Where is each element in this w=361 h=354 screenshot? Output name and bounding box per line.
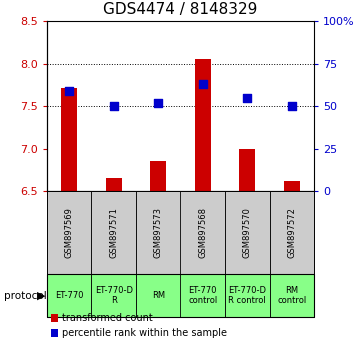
- Bar: [270, 274, 314, 317]
- Text: RM
control: RM control: [277, 286, 306, 305]
- Text: ET-770
control: ET-770 control: [188, 286, 217, 305]
- Bar: [106, 178, 122, 191]
- Bar: [91, 274, 136, 317]
- Title: GDS4474 / 8148329: GDS4474 / 8148329: [103, 2, 258, 17]
- Text: GSM897568: GSM897568: [198, 207, 207, 258]
- Bar: [180, 274, 225, 317]
- Text: ET-770-D
R control: ET-770-D R control: [228, 286, 266, 305]
- Point: [244, 95, 250, 101]
- Bar: [195, 59, 210, 191]
- Text: RM: RM: [152, 291, 165, 300]
- Bar: [225, 274, 270, 317]
- Text: ▶: ▶: [37, 291, 46, 301]
- Text: percentile rank within the sample: percentile rank within the sample: [62, 328, 227, 338]
- Bar: [151, 161, 166, 191]
- Point: [66, 88, 72, 94]
- Text: GSM897572: GSM897572: [287, 207, 296, 258]
- Point: [200, 81, 206, 87]
- Bar: [284, 181, 300, 191]
- Bar: [136, 191, 180, 274]
- Text: GSM897573: GSM897573: [154, 207, 163, 258]
- Bar: [47, 191, 91, 274]
- Point: [289, 103, 295, 109]
- Bar: [61, 87, 77, 191]
- Bar: [91, 191, 136, 274]
- Bar: [239, 149, 255, 191]
- Bar: [270, 191, 314, 274]
- Bar: [180, 191, 225, 274]
- Text: transformed count: transformed count: [62, 313, 153, 323]
- Text: GSM897570: GSM897570: [243, 207, 252, 258]
- Text: GSM897571: GSM897571: [109, 207, 118, 258]
- Text: ET-770: ET-770: [55, 291, 83, 300]
- Point: [155, 100, 161, 105]
- Text: protocol: protocol: [4, 291, 46, 301]
- Text: GSM897569: GSM897569: [65, 207, 74, 258]
- Bar: [136, 274, 180, 317]
- Text: ET-770-D
R: ET-770-D R: [95, 286, 133, 305]
- Bar: [225, 191, 270, 274]
- Bar: [47, 274, 91, 317]
- Point: [111, 103, 117, 109]
